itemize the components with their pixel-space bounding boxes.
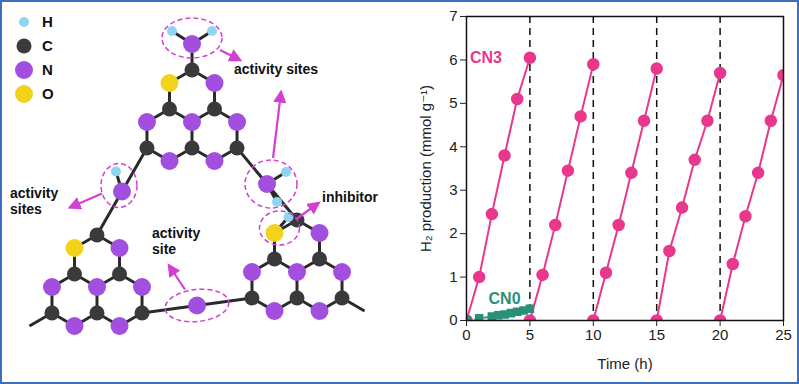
svg-text:3: 3 bbox=[449, 181, 457, 198]
svg-text:10: 10 bbox=[585, 326, 602, 343]
svg-text:Time (h): Time (h) bbox=[597, 355, 652, 372]
svg-text:5: 5 bbox=[449, 94, 457, 111]
svg-text:15: 15 bbox=[648, 326, 665, 343]
svg-text:O: O bbox=[42, 85, 54, 102]
svg-text:6: 6 bbox=[449, 51, 457, 68]
svg-text:0: 0 bbox=[449, 311, 457, 328]
svg-text:CN0: CN0 bbox=[489, 290, 521, 307]
svg-text:4: 4 bbox=[449, 138, 457, 155]
svg-text:0: 0 bbox=[462, 326, 470, 343]
svg-text:25: 25 bbox=[775, 326, 792, 343]
svg-text:5: 5 bbox=[526, 326, 534, 343]
svg-text:CN3: CN3 bbox=[470, 49, 502, 66]
svg-text:H₂ production (mmol g⁻¹): H₂ production (mmol g⁻¹) bbox=[417, 85, 434, 252]
svg-text:20: 20 bbox=[712, 326, 729, 343]
svg-text:activity sites: activity sites bbox=[234, 61, 318, 77]
svg-text:C: C bbox=[42, 37, 53, 54]
svg-text:2: 2 bbox=[449, 224, 457, 241]
svg-text:7: 7 bbox=[449, 7, 457, 24]
svg-text:activity sites: activity sites bbox=[10, 185, 62, 217]
svg-text:inhibitor: inhibitor bbox=[322, 189, 379, 205]
svg-text:1: 1 bbox=[449, 268, 457, 285]
svg-text:activity site: activity site bbox=[152, 225, 204, 257]
svg-text:H: H bbox=[42, 13, 53, 30]
svg-text:N: N bbox=[42, 61, 53, 78]
